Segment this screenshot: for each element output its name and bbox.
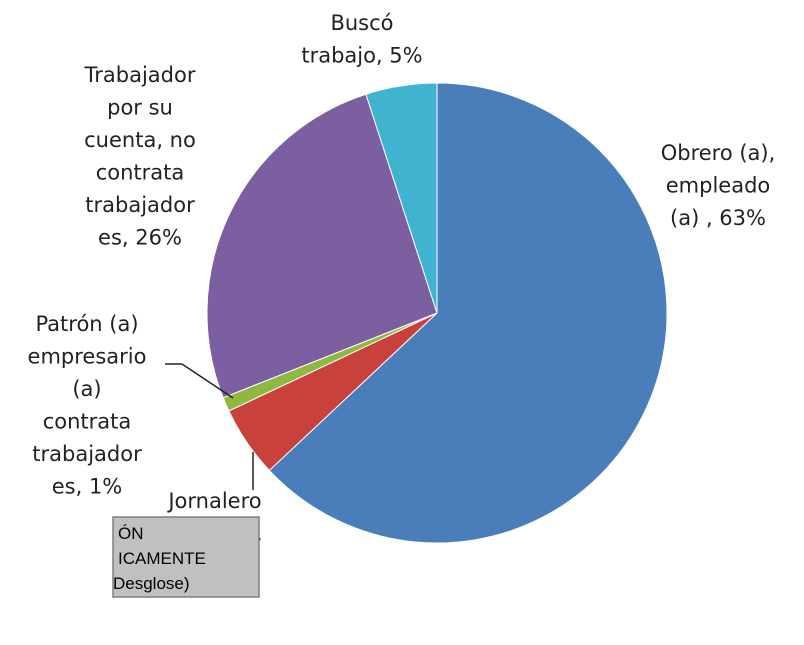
data-label: contrata bbox=[96, 161, 185, 185]
data-label: es, 26% bbox=[98, 226, 182, 250]
slice bbox=[206, 93, 438, 399]
data-label: contrata bbox=[43, 410, 132, 434]
annotation-line: Desglose) bbox=[113, 574, 190, 593]
leader-line bbox=[181, 363, 234, 399]
data-label: Obrero (a), bbox=[661, 141, 776, 165]
data-label: cuenta, no bbox=[84, 128, 196, 152]
annotation-bg bbox=[112, 516, 260, 598]
data-label: trabajador bbox=[85, 193, 195, 217]
data-label: empleado bbox=[666, 174, 771, 198]
slice bbox=[268, 82, 668, 544]
slice bbox=[365, 82, 438, 314]
data-label: Trabajador bbox=[84, 63, 196, 87]
data-label: es, 1% bbox=[52, 475, 123, 499]
annotation-line: ÓN bbox=[118, 524, 144, 543]
annotation-line: ICAMENTE bbox=[118, 549, 206, 568]
pie bbox=[206, 82, 668, 544]
data-label: Jornalero bbox=[166, 489, 261, 513]
data-label: (a) bbox=[72, 377, 101, 401]
data-labels: Obrero (a), empleado (a) , 63% Jornalero (a)… bbox=[28, 11, 776, 578]
data-label: (a) , 63% bbox=[670, 206, 766, 230]
data-label: trabajador bbox=[32, 442, 142, 466]
data-label: trabajo, 5% bbox=[301, 44, 422, 68]
data-label: Patrón (a) bbox=[35, 312, 138, 336]
data-label: empresario bbox=[28, 345, 147, 369]
data-label: Buscó bbox=[330, 11, 393, 35]
annotation-box: ÓN ICAMENTE Desglose) bbox=[112, 516, 260, 598]
annotation-text: ÓN ICAMENTE Desglose) bbox=[113, 524, 206, 593]
data-label: por su bbox=[107, 96, 173, 120]
